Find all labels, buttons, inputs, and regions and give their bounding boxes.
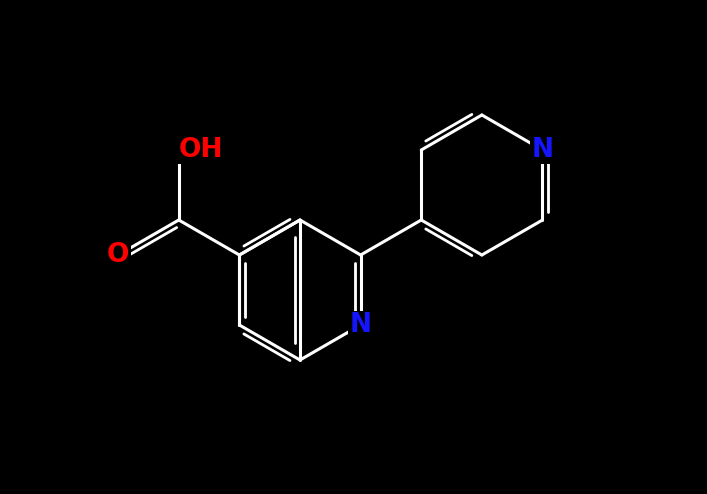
Text: N: N (350, 312, 372, 338)
Text: OH: OH (179, 137, 223, 163)
Text: N: N (532, 137, 554, 163)
Text: O: O (107, 242, 129, 268)
